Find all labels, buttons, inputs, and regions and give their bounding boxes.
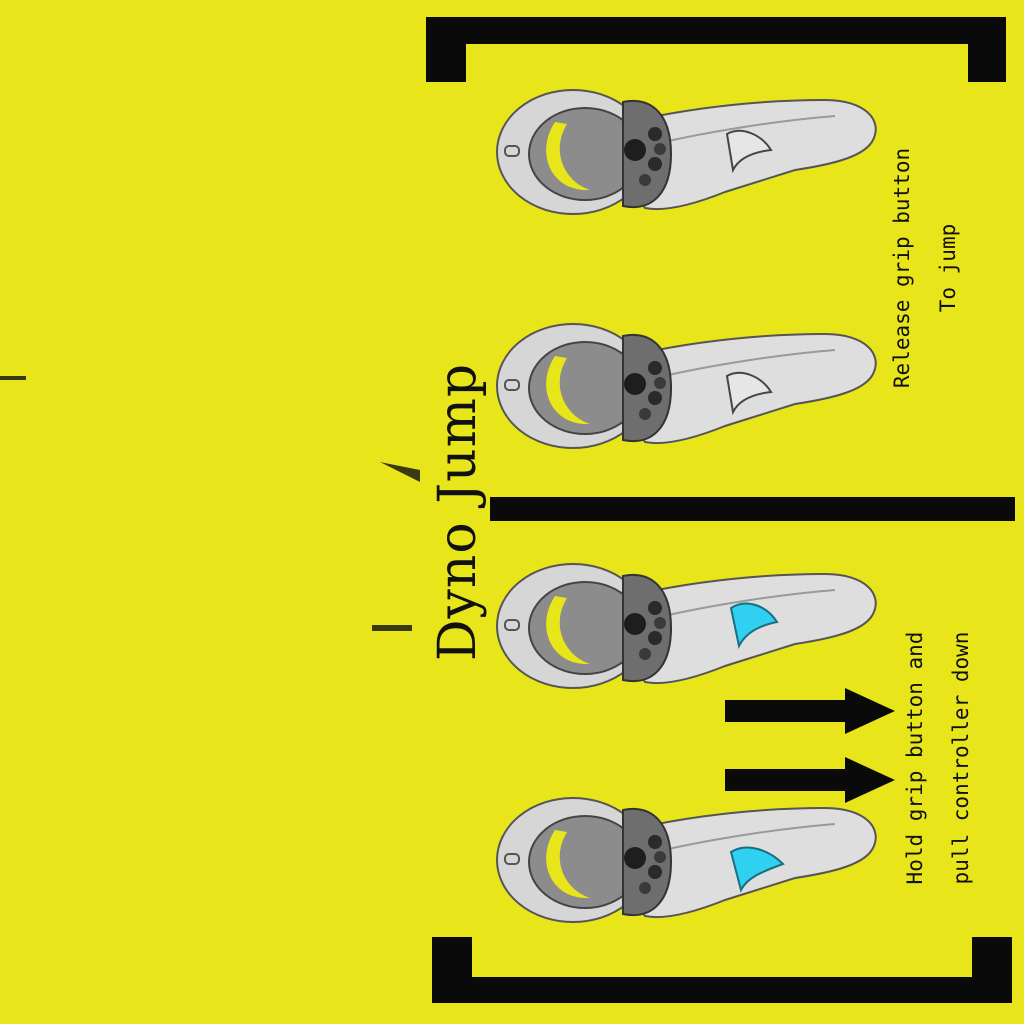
grip-button-icon: [725, 129, 773, 174]
divider-bar: [490, 497, 1015, 521]
vr-controller-icon: [496, 563, 877, 689]
grip-button-icon: [725, 371, 773, 416]
vr-controller-icon: [496, 89, 877, 215]
page-title: Dyno Jump: [428, 362, 488, 662]
top-bracket: [426, 17, 1006, 82]
release-caption-line2: To jump: [936, 223, 960, 313]
stray-mark: [380, 462, 420, 482]
arrow-right-icon: [725, 757, 895, 803]
release-caption: Release grip button To jump: [879, 148, 971, 388]
hold-caption-line1: Hold grip button and: [903, 631, 927, 885]
grip-button-pressed-icon: [729, 602, 779, 650]
stray-mark: [372, 625, 412, 631]
bottom-bracket: [432, 937, 1012, 1003]
vr-controller-icon: [496, 323, 877, 449]
release-caption-line1: Release grip button: [890, 147, 914, 389]
stray-mark: [0, 376, 26, 380]
grip-button-pressed-icon: [729, 846, 785, 893]
hold-caption: Hold grip button and pull controller dow…: [892, 632, 984, 885]
vr-controller-icon: [496, 797, 877, 923]
hold-caption-line2: pull controller down: [949, 631, 973, 885]
arrow-right-icon: [725, 688, 895, 734]
